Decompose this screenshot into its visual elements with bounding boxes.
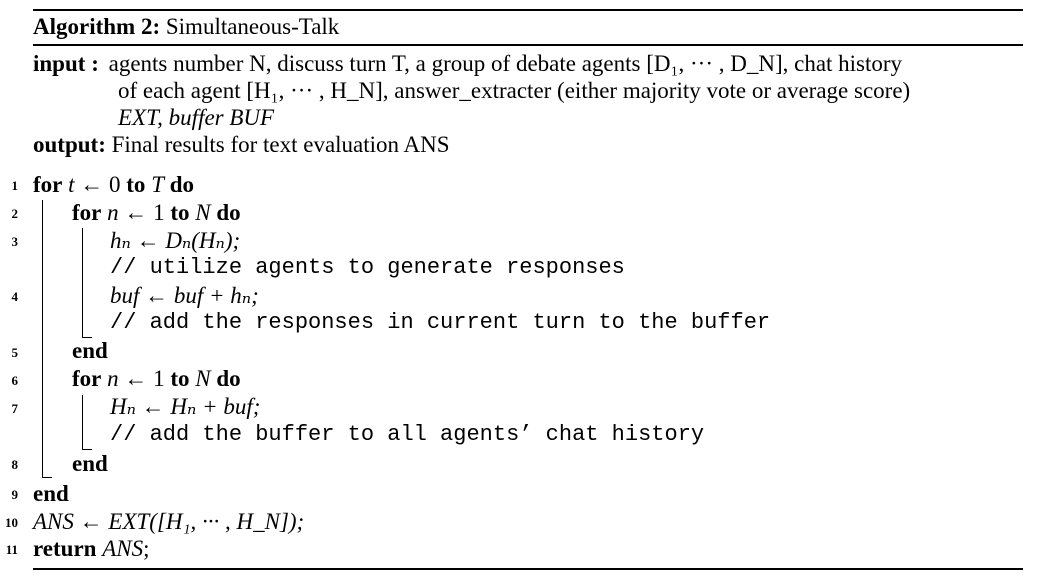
code-line-4-text: buf ← buf + hₙ; [110, 283, 259, 308]
inner-loop-1-tick [82, 337, 92, 339]
code-line-5: end [72, 337, 108, 365]
input-text-1: agents number N, discuss turn T, a group… [108, 51, 903, 76]
code-line-7: Hₙ ← Hₙ + buf; [110, 393, 260, 421]
line-number-5: 5 [11, 345, 19, 360]
code-line-9: end [33, 480, 69, 508]
code-line-1: for t ← 0 to T do for t ← 0 to T do [33, 172, 195, 197]
line-number-8: 8 [11, 457, 19, 472]
code-line-8: end [72, 450, 108, 478]
code-line-11: return ANS; return ANS; [33, 536, 150, 561]
line-number-6: 6 [11, 373, 19, 388]
line-number-7: 7 [11, 401, 19, 416]
code-line-5-text: end [72, 338, 108, 363]
comment-4-text: // add the responses in current turn to … [110, 310, 771, 335]
code-line-10-text: ANS ← EXT([H₁, ··· , H_N]); [33, 509, 305, 534]
line-number-9: 9 [11, 487, 19, 502]
caption-rule [33, 44, 1023, 46]
output-text: Final results for text evaluation ANS [111, 132, 450, 157]
line-number-10: 10 [5, 515, 18, 530]
code-line-6: for n ← 1 to N do for n ← 1 to N do [72, 366, 241, 391]
top-rule [33, 9, 1023, 11]
code-line-3-text: hₙ ← Dₙ(Hₙ); [110, 228, 241, 253]
inner-loop-1-bar [82, 228, 84, 338]
comment-line-7: // add the buffer to all agents’ chat hi… [110, 421, 704, 449]
inner-loop-2-tick [82, 449, 92, 451]
bottom-rule [33, 568, 1023, 570]
output-keyword: output: [33, 132, 106, 157]
code-line-10: ANS ← EXT([H₁, ··· , H_N]); [33, 508, 304, 536]
code-line-9-text: end [33, 481, 69, 506]
input-text-3: EXT, buffer BUF [118, 105, 275, 130]
input-text-2: of each agent [H₁, ··· , H_N], answer_ex… [118, 78, 911, 103]
outer-loop-bar [42, 200, 44, 478]
code-line-4: buf ← buf + hₙ; [110, 282, 259, 310]
keyword-for: for [33, 172, 63, 197]
code-line-7-text: Hₙ ← Hₙ + buf; [110, 394, 261, 419]
input-line-1: input : agents number N, discuss turn T,… [33, 50, 902, 78]
input-line-2: of each agent [H₁, ··· , H_N], answer_ex… [118, 77, 910, 105]
input-colon: : [85, 51, 99, 76]
code-line-3: hₙ ← Dₙ(Hₙ); [110, 227, 240, 255]
output-line: output: Final results for text evaluatio… [33, 131, 450, 159]
code-line-8-text: end [72, 451, 108, 476]
comment-7-text: // add the buffer to all agents’ chat hi… [110, 422, 705, 447]
input-keyword: input [33, 51, 86, 76]
input-line-3: EXT, buffer BUF [118, 104, 274, 132]
keyword-return: return [33, 536, 97, 561]
line-number-4: 4 [11, 289, 19, 304]
line-number-11: 11 [5, 542, 18, 557]
line-number-2: 2 [11, 206, 19, 221]
inner-loop-2-bar [82, 395, 84, 450]
algorithm-title: Simultaneous-Talk [165, 14, 340, 39]
line-number-1: 1 [11, 178, 19, 193]
algorithm-label: Algorithm 2: [33, 14, 161, 39]
comment-line-4: // add the responses in current turn to … [110, 309, 770, 337]
comment-line-3: // utilize agents to generate responses [110, 254, 625, 282]
comment-3-text: // utilize agents to generate responses [110, 255, 625, 280]
line-number-3: 3 [11, 234, 19, 249]
keyword-to: to [126, 172, 146, 197]
algorithm-caption: Algorithm 2: Simultaneous-Talk [33, 13, 339, 41]
outer-loop-tick [42, 477, 52, 479]
keyword-do: do [169, 172, 195, 197]
code-line-2: for n ← 1 to N do for n ← 1 to N do [72, 200, 241, 225]
